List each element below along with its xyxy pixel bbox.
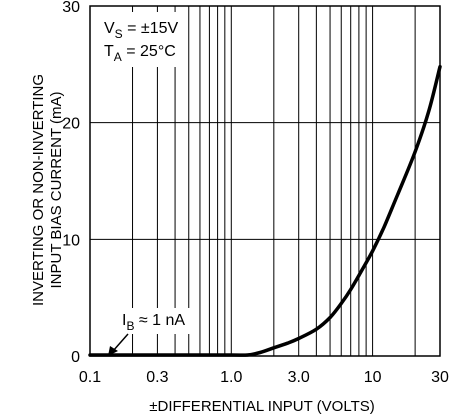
y-tick-label: 10 <box>62 232 80 249</box>
plot-frame <box>89 5 441 357</box>
legend-ta: TA = 25°C <box>104 43 176 64</box>
y-axis-label-line2: INPUT BIAS CURRENT (mA) <box>48 92 65 289</box>
x-tick-label: 1.0 <box>220 369 242 386</box>
legend-vs: VS = ±15V <box>104 20 179 41</box>
legend-background <box>97 12 185 67</box>
y-axis-label: INVERTING OR NON-INVERTING <box>30 74 47 306</box>
y-tick-label: 30 <box>62 0 80 16</box>
annotation-arrow-head <box>108 346 118 356</box>
y-tick-label: 0 <box>71 349 80 366</box>
grid <box>90 6 440 356</box>
x-tick-label: 0.1 <box>79 369 101 386</box>
x-tick-label: 0.3 <box>146 369 168 386</box>
annotation-background <box>119 308 193 334</box>
y-axis-label-2: INPUT BIAS CURRENT (mA) <box>48 92 65 289</box>
series-line <box>88 64 442 357</box>
x-tick-label: 30 <box>431 369 449 386</box>
annotation-arrow-shaft <box>112 333 129 352</box>
ib-annotation: IB ≈ 1 nA <box>122 312 185 333</box>
x-axis-label: ±DIFFERENTIAL INPUT (VOLTS) <box>149 398 374 415</box>
x-tick-label: 10 <box>364 369 382 386</box>
y-axis-label-line1: INVERTING OR NON-INVERTING <box>30 74 47 306</box>
y-tick-labels: 0 10 20 30 <box>62 0 80 366</box>
x-tick-labels: 0.1 0.3 1.0 3.0 10 30 <box>79 369 449 386</box>
y-tick-label: 20 <box>62 116 80 133</box>
x-tick-label: 3.0 <box>288 369 310 386</box>
